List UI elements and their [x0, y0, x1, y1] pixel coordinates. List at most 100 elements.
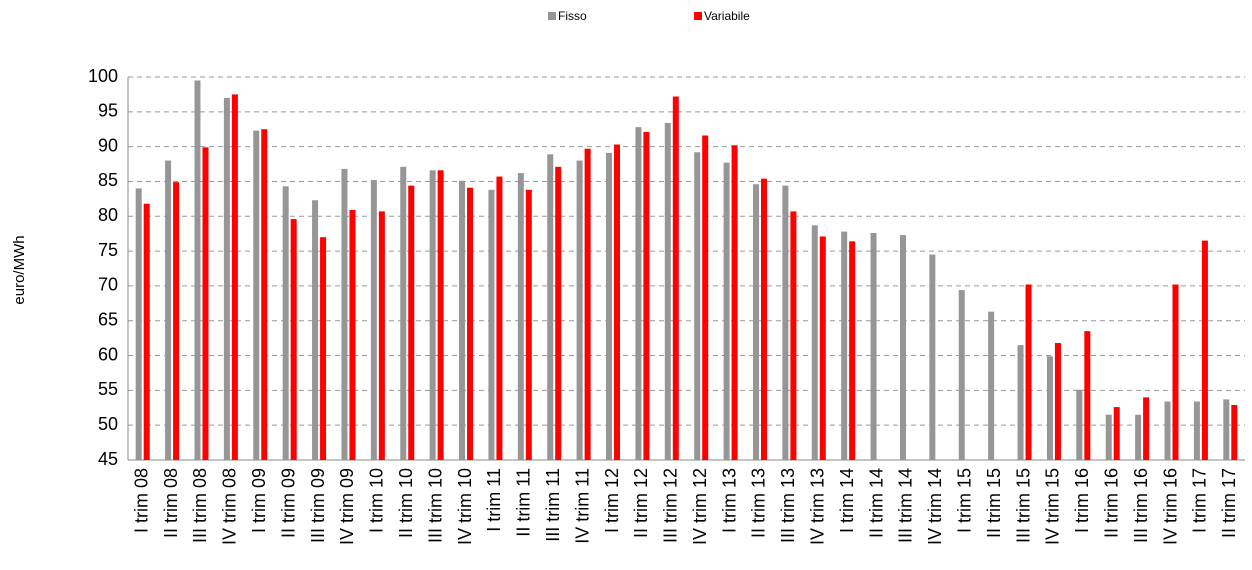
x-tick-label: I trim 14: [837, 468, 857, 533]
bar: [1113, 407, 1120, 460]
bar: [173, 182, 180, 460]
bar: [1046, 356, 1053, 460]
x-tick-label: III trim 15: [1013, 468, 1033, 543]
x-tick-label: III trim 11: [543, 468, 563, 542]
bar: [870, 232, 877, 460]
bar: [488, 189, 495, 460]
bar: [223, 97, 230, 461]
bar: [1143, 397, 1150, 460]
x-tick-label: III trim 08: [190, 468, 210, 543]
bar: [606, 152, 613, 461]
bar: [1135, 414, 1142, 460]
bar: [517, 173, 524, 460]
bar: [584, 148, 591, 460]
x-tick-label: II trim 14: [866, 468, 886, 538]
bar: [694, 152, 701, 460]
x-tick-label: IV trim 15: [1043, 468, 1063, 545]
bar: [929, 254, 936, 460]
bar: [819, 236, 826, 460]
bar: [849, 241, 856, 460]
bar: [731, 145, 738, 460]
legend-label: Variabile: [704, 9, 750, 23]
x-tick-label: III trim 09: [308, 468, 328, 543]
bar: [408, 185, 415, 460]
bar: [723, 162, 730, 461]
bar: [1017, 345, 1024, 460]
x-tick-label: I trim 15: [955, 468, 975, 533]
y-tick-label: 75: [98, 240, 118, 260]
x-tick-label: IV trim 08: [220, 468, 240, 545]
bar: [1223, 399, 1230, 460]
bar: [496, 176, 503, 460]
bar: [1231, 404, 1238, 460]
x-tick-label: II trim 09: [278, 468, 298, 538]
x-tick-label: I trim 13: [719, 468, 739, 533]
bar: [261, 129, 268, 460]
y-tick-label: 90: [98, 135, 118, 155]
y-tick-label: 50: [98, 414, 118, 434]
x-tick-label: IV trim 16: [1160, 468, 1180, 545]
bar: [378, 211, 385, 460]
x-tick-label: II trim 15: [984, 468, 1004, 538]
bar: [614, 144, 621, 460]
legend-swatch: [548, 12, 556, 20]
x-tick-label: I trim 10: [367, 468, 387, 533]
bar: [1105, 414, 1112, 460]
bar: [525, 189, 532, 460]
x-tick-label: IV trim 12: [690, 468, 710, 545]
x-tick-label: I trim 08: [131, 468, 151, 533]
bar: [1054, 343, 1061, 460]
bar: [290, 219, 297, 460]
bar: [664, 122, 671, 461]
legend-swatch: [694, 12, 702, 20]
bar: [702, 135, 709, 460]
y-tick-label: 60: [98, 344, 118, 364]
x-tick-label: II trim 11: [514, 468, 534, 537]
bar: [143, 203, 150, 461]
x-tick-label: I trim 11: [484, 468, 504, 532]
bar: [253, 130, 260, 460]
y-tick-label: 80: [98, 205, 118, 225]
bar: [555, 166, 562, 460]
bar: [841, 231, 848, 460]
bar: [165, 160, 172, 460]
y-tick-label: 55: [98, 379, 118, 399]
x-tick-label: II trim 12: [631, 468, 651, 538]
x-tick-label: III trim 12: [661, 468, 681, 543]
bar: [1172, 284, 1179, 460]
x-tick-label: IV trim 10: [455, 468, 475, 545]
bar: [547, 154, 554, 460]
x-tick-label: I trim 17: [1190, 468, 1210, 533]
x-tick-label: II trim 08: [161, 468, 181, 538]
bar: [194, 80, 201, 461]
y-tick-label: 65: [98, 309, 118, 329]
x-tick-label: I trim 09: [249, 468, 269, 533]
x-tick-label: III trim 14: [896, 468, 916, 543]
y-tick-label: 45: [98, 449, 118, 469]
bar: [790, 211, 797, 460]
bar: [1076, 389, 1083, 460]
bar: [341, 168, 348, 461]
bar: [370, 180, 377, 460]
x-tick-label: II trim 17: [1219, 468, 1239, 538]
bar: [635, 127, 642, 460]
bar: [135, 188, 142, 460]
x-tick-label: III trim 16: [1131, 468, 1151, 543]
y-tick-label: 70: [98, 275, 118, 295]
bar: [202, 147, 209, 460]
x-tick-label: I trim 16: [1072, 468, 1092, 533]
bar: [320, 237, 327, 460]
x-tick-label: II trim 13: [749, 468, 769, 538]
bar: [760, 178, 767, 460]
bar: [349, 210, 356, 460]
y-axis-label: euro/MWh: [11, 235, 28, 304]
x-tick-label: II trim 10: [396, 468, 416, 538]
bar: [429, 170, 436, 460]
bar: [312, 200, 319, 461]
x-tick-label: II trim 16: [1101, 468, 1121, 538]
y-tick-label: 100: [88, 66, 118, 86]
bar: [576, 160, 583, 460]
bar: [437, 170, 444, 460]
bar: [459, 180, 466, 460]
